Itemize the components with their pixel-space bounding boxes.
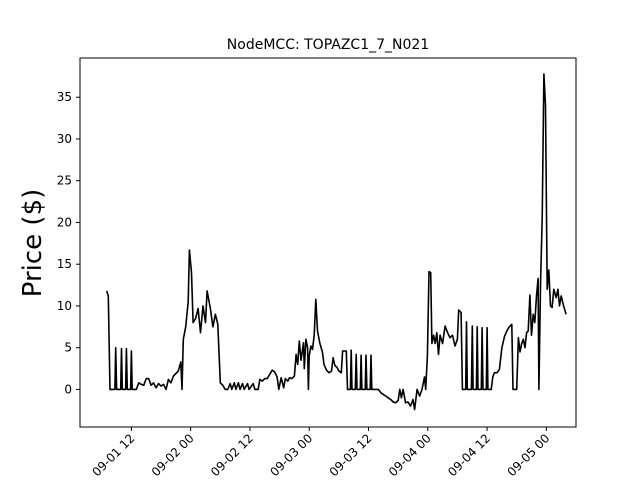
chart-title: NodeMCC: TOPAZC1_7_N021 [227,37,429,53]
y-tick-label: 0 [64,382,72,396]
y-tick-label: 10 [57,299,72,313]
y-tick-label: 35 [57,90,72,104]
x-tick-label: 09-01 12 [89,431,137,479]
x-tick-label: 09-04 12 [445,431,493,479]
y-tick-label: 5 [64,341,72,355]
price-series-line [105,73,567,411]
y-tick-label: 30 [57,132,72,146]
y-tick-label: 15 [57,257,72,271]
x-axis-ticks: 09-01 12 09-02 00 09-02 12 09-03 00 09-03 12… [89,427,552,479]
x-tick-label: 09-03 00 [267,431,315,479]
plot-frame [79,57,577,428]
y-axis-ticks: 0 5 10 15 20 25 30 35 [57,90,80,396]
x-tick-label: 09-03 12 [327,431,375,479]
x-tick-label: 09-02 12 [208,431,256,479]
y-tick-label: 20 [57,215,72,229]
x-tick-label: 09-04 00 [386,431,434,479]
x-tick-label: 09-02 00 [149,431,197,479]
x-tick-label: 09-05 00 [504,431,552,479]
y-tick-label: 25 [57,174,72,188]
y-axis-label: Price ($) [18,189,48,298]
